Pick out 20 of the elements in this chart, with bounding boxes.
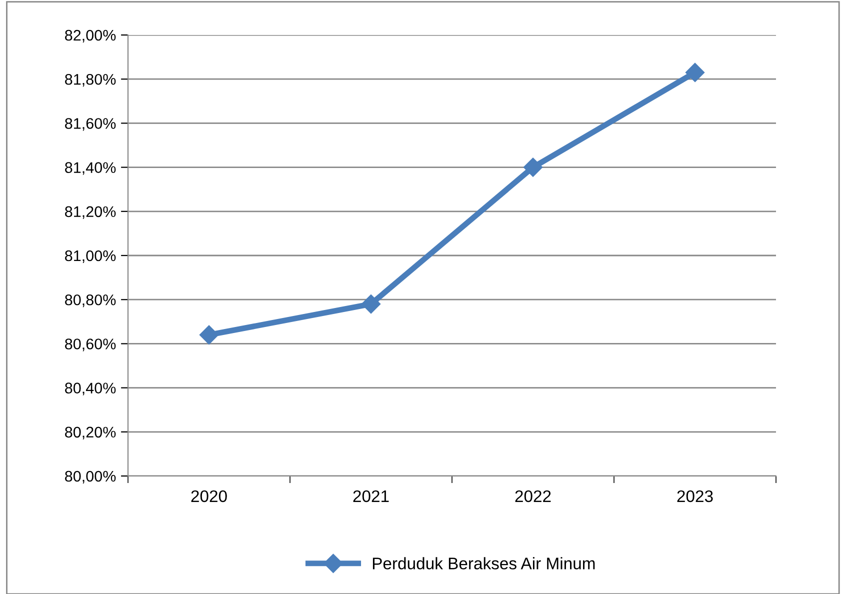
y-tick-label: 80,40% [65, 382, 116, 396]
y-tick-label: 81,00% [65, 250, 116, 263]
y-tick-label: 81,40% [65, 162, 116, 175]
y-tick-label: 80,60% [65, 338, 116, 352]
y-tick-label: 80,20% [65, 426, 116, 440]
y-tick-label: 82,00% [65, 30, 116, 42]
y-tick-label: 80,80% [65, 294, 116, 308]
point [685, 62, 705, 82]
x-tick-label: 2022 [515, 490, 551, 502]
x-tick-label: 2020 [191, 490, 227, 502]
point [199, 325, 219, 344]
y-tick-label: 81,60% [65, 118, 116, 131]
point [523, 158, 543, 177]
x-tick-label: 2023 [677, 490, 713, 502]
y-tick-label: 81,80% [65, 74, 116, 87]
point [361, 294, 381, 314]
y-tick-label: 81,20% [65, 206, 116, 219]
y-tick-label: 80,00% [65, 470, 116, 484]
x-tick-label: 2021 [353, 490, 389, 502]
legend-label: Perduduk Berakses Air Minum [372, 557, 595, 570]
